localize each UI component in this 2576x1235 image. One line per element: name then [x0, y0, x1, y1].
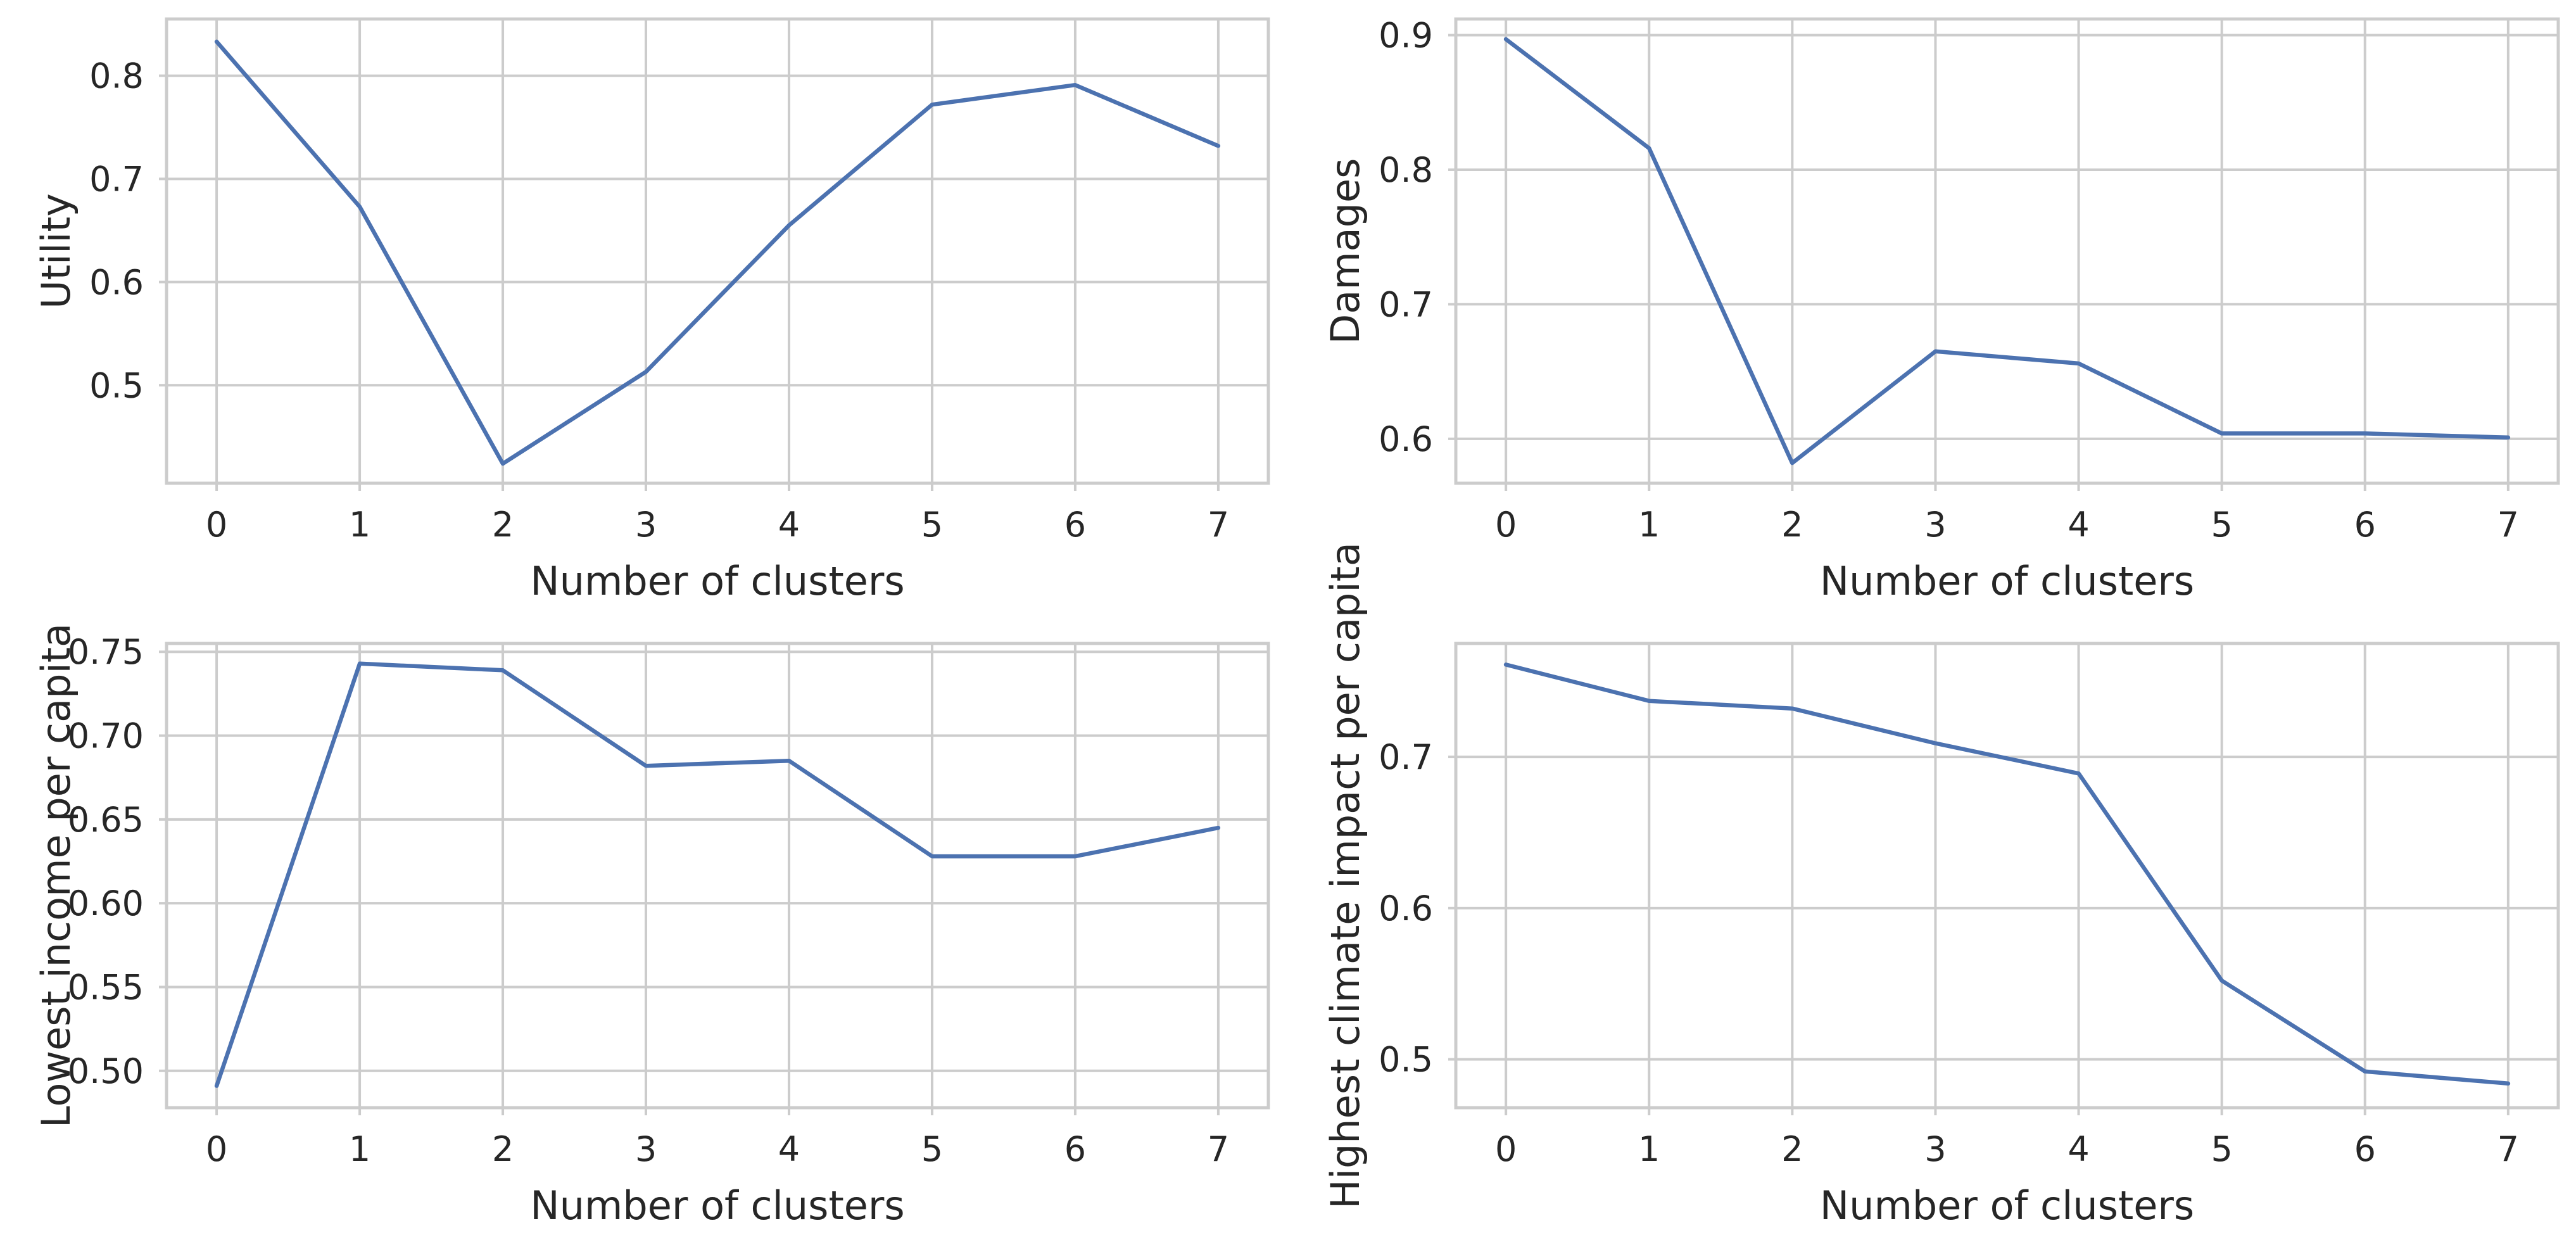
subplot-3: 0 1 2 3 4 5 6 7 0.50 0.55 0.60 0.65 0.70 0.75 Number o…: [33, 623, 1270, 1229]
subplot-2: 0 1 2 3 4 5 6 7 0.6 0.7 0.8 0.9 Number of clusters Da…: [1322, 15, 2560, 604]
subplot-4: 0 1 2 3 4 5 6 7 0.5 0.6 0.7 Number of clusters Highe…: [1322, 542, 2560, 1229]
plot-frame: [1454, 17, 2560, 485]
x-tick-label: 4: [778, 1129, 800, 1169]
y-tick-label: 0.5: [89, 365, 144, 405]
y-tick-label: 0.7: [89, 159, 144, 199]
y-tick-label: 0.9: [1379, 15, 1433, 55]
x-axis-label: Number of clusters: [1820, 1182, 2194, 1229]
plot-frame: [1454, 642, 2560, 1110]
x-axis-label: Number of clusters: [530, 558, 904, 604]
x-tick-label: 0: [1495, 1129, 1517, 1169]
x-tick-label: 1: [349, 505, 370, 545]
y-tick-label: 0.75: [68, 632, 144, 672]
y-tick-label: 0.8: [89, 56, 144, 96]
y-tick-label: 0.50: [68, 1051, 144, 1091]
x-tick-label: 5: [921, 505, 943, 545]
x-tick-label: 0: [206, 505, 227, 545]
x-tick-label: 6: [1064, 505, 1086, 545]
y-tick-label: 0.60: [68, 884, 144, 923]
x-tick-label: 2: [1781, 1129, 1803, 1169]
x-tick-label: 5: [2211, 1129, 2232, 1169]
x-tick-label: 7: [1208, 505, 1229, 545]
x-tick-label: 4: [778, 505, 800, 545]
plot-frame: [165, 17, 1270, 485]
y-axis-label: Highest climate impact per capita: [1322, 542, 1368, 1209]
y-tick-label: 0.8: [1379, 150, 1433, 190]
x-tick-label: 6: [2354, 1129, 2376, 1169]
y-tick-label: 0.7: [1379, 737, 1433, 777]
x-tick-label: 7: [2497, 505, 2519, 545]
x-tick-label: 6: [1064, 1129, 1086, 1169]
y-axis-label: Utility: [33, 193, 79, 308]
subplot-1: 0 1 2 3 4 5 6 7 0.5 0.6 0.7 0.8 Number of clusters Ut…: [33, 17, 1270, 604]
y-tick-label: 0.6: [89, 262, 144, 302]
y-axis-label: Damages: [1322, 158, 1368, 345]
y-tick-label: 0.6: [1379, 419, 1433, 459]
y-axis-label: Lowest income per capita: [33, 623, 79, 1128]
x-tick-label: 3: [635, 1129, 657, 1169]
y-tick-label: 0.6: [1379, 889, 1433, 928]
x-tick-label: 2: [492, 1129, 514, 1169]
series-line: [1503, 37, 2511, 466]
x-tick-label: 6: [2354, 505, 2376, 545]
plot-frame: [165, 642, 1270, 1110]
x-tick-label: 1: [1638, 1129, 1660, 1169]
x-tick-label: 3: [1924, 505, 1946, 545]
x-tick-label: 3: [1924, 1129, 1946, 1169]
x-axis-label: Number of clusters: [1820, 558, 2194, 604]
series-line: [214, 39, 1221, 466]
x-tick-label: 1: [1638, 505, 1660, 545]
y-tick-label: 0.70: [68, 716, 144, 756]
x-tick-label: 4: [2068, 505, 2089, 545]
x-tick-label: 2: [492, 505, 514, 545]
series-line: [214, 661, 1221, 1088]
x-tick-label: 7: [2497, 1129, 2519, 1169]
x-tick-label: 7: [1208, 1129, 1229, 1169]
x-tick-label: 0: [206, 1129, 227, 1169]
series-line: [1503, 662, 2511, 1086]
x-tick-label: 5: [921, 1129, 943, 1169]
x-tick-label: 2: [1781, 505, 1803, 545]
x-tick-label: 4: [2068, 1129, 2089, 1169]
y-tick-label: 0.65: [68, 800, 144, 840]
y-tick-label: 0.7: [1379, 284, 1433, 324]
x-tick-label: 5: [2211, 505, 2232, 545]
y-tick-label: 0.55: [68, 967, 144, 1007]
y-tick-label: 0.5: [1379, 1040, 1433, 1080]
x-axis-label: Number of clusters: [530, 1182, 904, 1229]
x-tick-label: 0: [1495, 505, 1517, 545]
x-tick-label: 1: [349, 1129, 370, 1169]
x-tick-label: 3: [635, 505, 657, 545]
